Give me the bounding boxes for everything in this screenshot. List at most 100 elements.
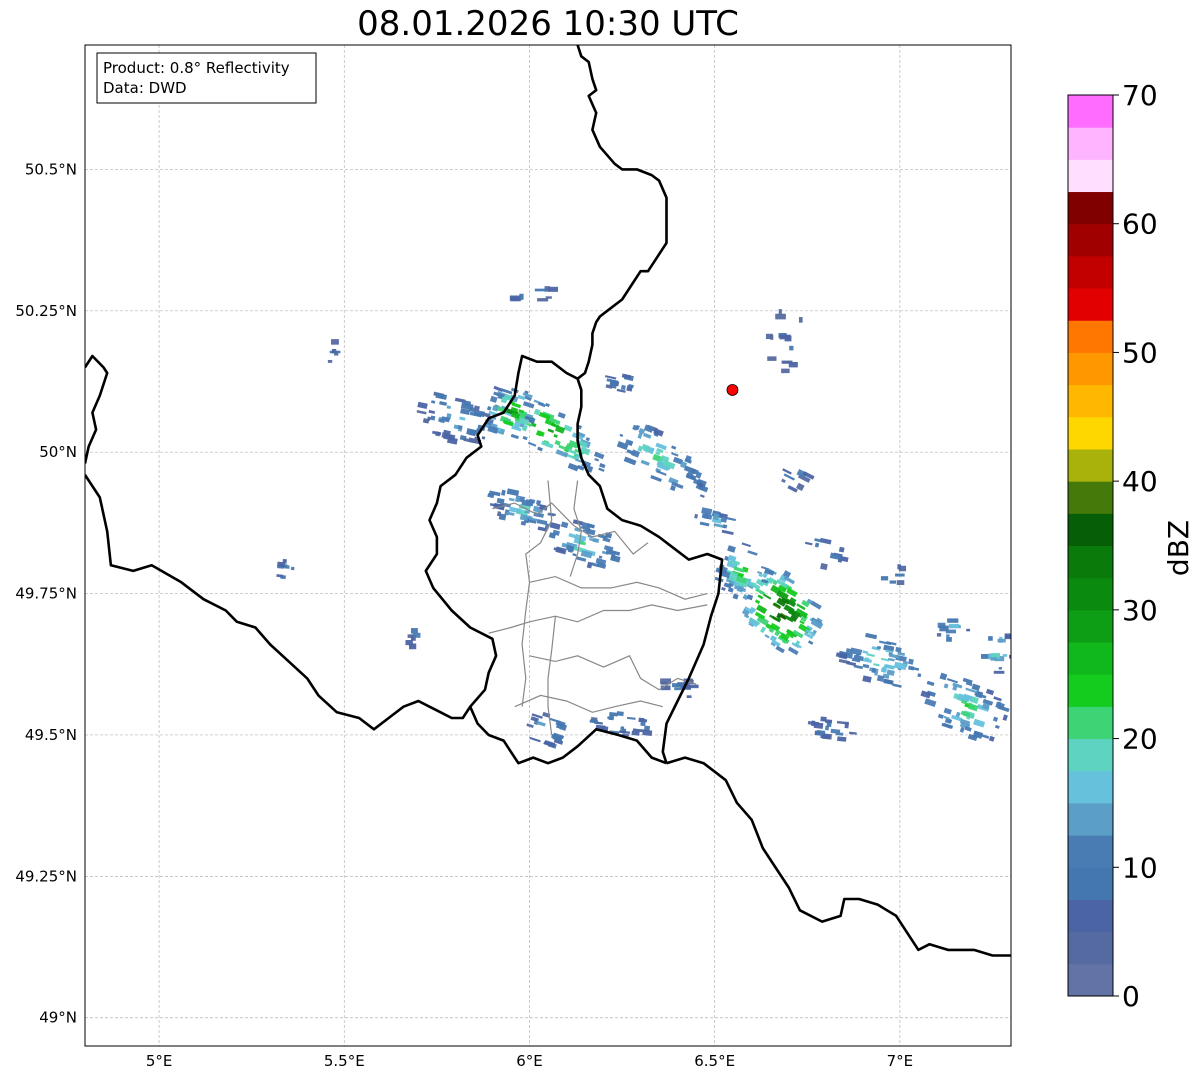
colorbar-bin xyxy=(1068,448,1113,482)
echo-cell xyxy=(632,728,645,733)
echo-cell xyxy=(926,680,935,687)
echo-cell xyxy=(775,578,788,588)
echo-cell xyxy=(463,437,475,444)
echo-cell xyxy=(640,459,650,466)
echo-cell xyxy=(776,614,781,619)
echo-cell xyxy=(533,408,541,416)
echo-cell xyxy=(764,634,770,639)
colorbar-label: dBZ xyxy=(1162,520,1195,576)
echo-cell xyxy=(405,640,413,646)
echo-cell xyxy=(850,647,863,656)
echo-cell xyxy=(952,685,958,691)
echo-cell xyxy=(993,670,1005,674)
echo-cell xyxy=(446,405,451,410)
echo-cell xyxy=(555,723,562,729)
echo-cell xyxy=(723,582,732,589)
echo-cell xyxy=(501,489,506,496)
echo-cell xyxy=(572,553,577,557)
echo-cell xyxy=(829,552,842,561)
colorbar-bin xyxy=(1068,481,1113,514)
echo-cell xyxy=(506,488,520,497)
echo-cell xyxy=(446,436,458,445)
echo-cell xyxy=(880,657,890,662)
echo-cell xyxy=(549,522,561,530)
echo-cell xyxy=(937,713,944,719)
echo-cell xyxy=(851,657,861,663)
country-border xyxy=(85,45,668,731)
radar-site-marker xyxy=(726,384,739,396)
colorbar-bin xyxy=(1068,674,1113,707)
echo-cell xyxy=(803,631,814,640)
echo-cell xyxy=(789,345,794,351)
echo-cell xyxy=(896,580,905,585)
echo-cell xyxy=(554,440,561,446)
echo-cell xyxy=(672,456,684,465)
echo-cell xyxy=(994,724,1000,729)
echo-cell xyxy=(537,298,549,302)
echo-cell xyxy=(620,384,626,391)
echo-cell xyxy=(416,409,427,415)
echo-cell xyxy=(746,578,752,585)
echo-cell xyxy=(568,533,579,539)
echo-cell xyxy=(801,599,810,608)
echo-cell xyxy=(781,368,790,374)
lon-tick-label: 6.5°E xyxy=(694,1052,735,1070)
echo-cell xyxy=(605,384,613,389)
echo-cell xyxy=(959,726,965,733)
echo-cell xyxy=(788,361,798,368)
echo-cell xyxy=(779,632,790,642)
echo-cell xyxy=(784,615,794,623)
echo-cell xyxy=(605,549,616,556)
echo-cell xyxy=(994,656,1005,662)
echo-cell xyxy=(638,717,645,723)
echo-cell xyxy=(553,547,564,553)
echo-cell xyxy=(878,640,892,646)
echo-cell xyxy=(522,401,535,409)
echo-cell xyxy=(1002,714,1008,721)
lat-tick-label: 50.25°N xyxy=(15,302,77,320)
echo-cell xyxy=(409,643,417,650)
echo-cell xyxy=(1009,654,1011,659)
echo-cell xyxy=(701,507,713,516)
echo-cell xyxy=(515,495,521,503)
echo-cell xyxy=(895,646,902,653)
echo-cell xyxy=(616,441,629,451)
echo-cell xyxy=(889,580,897,584)
province-border xyxy=(529,655,697,691)
echo-cell xyxy=(733,566,745,573)
echo-cell xyxy=(756,615,770,626)
echo-cell xyxy=(881,666,887,673)
echo-cell xyxy=(837,736,847,742)
echo-cell xyxy=(871,667,877,674)
echo-cell xyxy=(939,672,948,681)
echo-cell xyxy=(810,618,824,630)
echo-cell xyxy=(672,683,684,688)
echo-cell xyxy=(743,606,755,615)
echo-cell xyxy=(888,653,900,659)
echo-cell xyxy=(757,594,764,600)
echo-cell xyxy=(943,683,949,689)
colorbar-tick-label: 30 xyxy=(1122,594,1158,627)
echo-cell xyxy=(1002,654,1008,657)
echo-cell xyxy=(820,716,827,722)
echo-cell xyxy=(524,395,532,401)
province-border xyxy=(569,480,582,577)
echo-cell xyxy=(544,286,550,292)
echo-cell xyxy=(784,335,792,342)
colorbar-bin xyxy=(1068,127,1113,160)
echo-cell xyxy=(517,394,526,401)
echo-cell xyxy=(988,735,995,742)
echo-cell xyxy=(537,526,548,532)
echo-cell xyxy=(712,513,720,521)
echo-cell xyxy=(981,702,990,710)
echo-cell xyxy=(814,538,822,543)
echo-cell xyxy=(969,696,979,704)
echo-cell xyxy=(754,611,766,620)
echo-cell xyxy=(601,550,609,556)
longitude-ticks: 5°E 5.5°E 6°E 6.5°E 7°E xyxy=(146,1052,913,1070)
echo-cell xyxy=(592,537,600,544)
info-product: Product: 0.8° Reflectivity xyxy=(103,59,290,77)
lon-tick-label: 5°E xyxy=(146,1052,173,1070)
echo-cell xyxy=(686,695,692,699)
echo-cell xyxy=(917,673,922,678)
